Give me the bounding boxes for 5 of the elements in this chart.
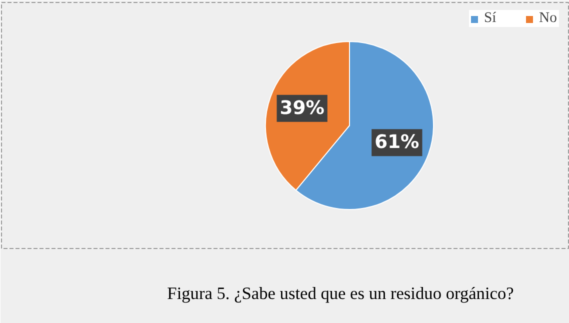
legend-label: No (539, 10, 558, 27)
legend-label: Sí (484, 10, 498, 27)
data-label: 61% (374, 132, 420, 154)
text: Figura 5. ¿Sabe usted que es un residuo orgánico? (167, 284, 514, 303)
data-label: 39% (280, 98, 325, 119)
